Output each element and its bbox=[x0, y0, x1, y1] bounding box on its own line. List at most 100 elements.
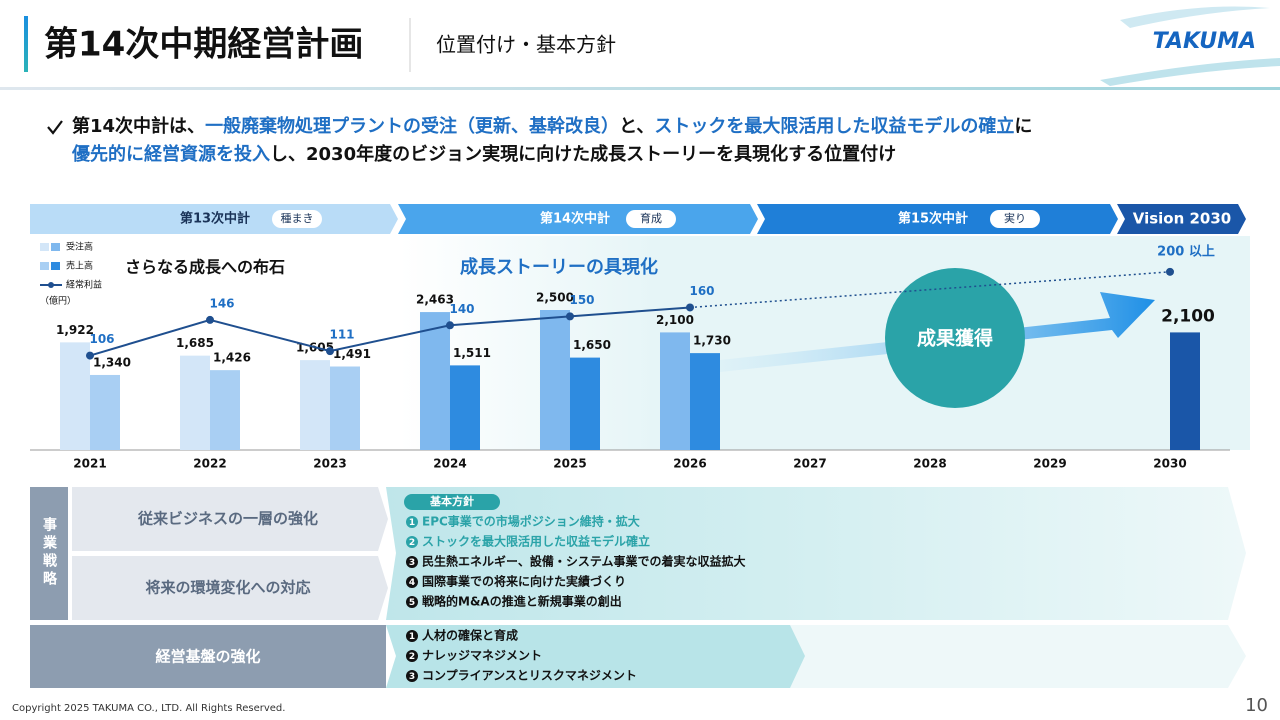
phase-chevron bbox=[1117, 204, 1246, 234]
legend-label: 売上高 bbox=[66, 260, 93, 272]
item-number: 1 bbox=[409, 518, 415, 528]
result-circle bbox=[885, 268, 1025, 408]
item-number-bg bbox=[406, 630, 418, 642]
value-label: 150 bbox=[569, 293, 594, 307]
bar bbox=[450, 365, 480, 450]
item-text: EPC事業での市場ポジション維持・拡大 bbox=[422, 514, 640, 529]
item-text: ナレッジマネジメント bbox=[422, 649, 542, 663]
x-tick-label: 2027 bbox=[793, 457, 826, 471]
item-number-bg bbox=[406, 536, 418, 548]
x-tick-label: 2029 bbox=[1033, 457, 1066, 471]
value-label: 160 bbox=[689, 284, 714, 298]
item-number: 3 bbox=[409, 558, 415, 568]
value-label: 111 bbox=[329, 328, 354, 342]
line-point bbox=[206, 315, 214, 324]
value-label: 2,500 bbox=[536, 291, 574, 305]
legend-label: 受注高 bbox=[66, 241, 93, 253]
legend-swatch bbox=[48, 282, 54, 288]
value-label: 1,340 bbox=[93, 355, 131, 369]
line bbox=[89, 306, 691, 357]
x-tick-label: 2021 bbox=[73, 457, 106, 471]
line-point bbox=[446, 321, 454, 330]
item-text: コンプライアンスとリスクマネジメント bbox=[422, 668, 637, 683]
x-tick-label: 2028 bbox=[913, 457, 946, 471]
x-tick-label: 2026 bbox=[673, 457, 706, 471]
item-number-bg bbox=[406, 596, 418, 608]
lead-highlight: ストックを最大限活用した収益モデルの確立 bbox=[654, 115, 1014, 137]
item-number: 2 bbox=[409, 538, 415, 548]
lead-highlight: 一般廃棄物処理プラントの受注（更新、基幹改良） bbox=[205, 115, 619, 137]
bar bbox=[330, 366, 360, 450]
line-connector bbox=[689, 271, 1171, 309]
annotation: 成長ストーリーの具現化 bbox=[460, 256, 658, 278]
item-number: 1 bbox=[409, 632, 415, 642]
foundation-label-bg bbox=[30, 625, 386, 688]
item-text: 戦略的M&Aの推進と新規事業の創出 bbox=[422, 594, 622, 609]
item-text: 国際事業での将来に向けた実績づくり bbox=[422, 574, 626, 589]
growth-arrow bbox=[720, 292, 1155, 372]
subtitle: 位置付け・基本方針 bbox=[436, 33, 616, 57]
value-label: 2,100 bbox=[1161, 306, 1215, 326]
line-point bbox=[326, 347, 334, 356]
lead-text: に bbox=[1014, 116, 1032, 137]
strategy-row: 将来の環境変化への対応 bbox=[145, 579, 310, 597]
phase-name: 第13次中計 bbox=[180, 211, 250, 227]
item-number-bg bbox=[406, 650, 418, 662]
value-label: 1,730 bbox=[693, 334, 731, 348]
value-label: 1,650 bbox=[573, 338, 611, 352]
value-label: 1,922 bbox=[56, 323, 94, 337]
lead-line: 第14次中計は、一般廃棄物処理プラントの受注（更新、基幹改良）と、ストックを最大… bbox=[72, 115, 1032, 137]
bar bbox=[1170, 332, 1200, 450]
strategy-label-bg bbox=[30, 487, 68, 620]
foundation-label: 経営基盤の強化 bbox=[155, 648, 260, 666]
policy-bg bbox=[386, 487, 1246, 620]
legend-swatch bbox=[51, 262, 60, 270]
value-label: 1,491 bbox=[333, 347, 371, 361]
page-number: 10 bbox=[1245, 695, 1268, 716]
legend-swatch bbox=[51, 243, 60, 251]
item-number-bg bbox=[406, 556, 418, 568]
bar bbox=[540, 310, 570, 450]
item-number-bg bbox=[406, 516, 418, 528]
strategy-row-bg bbox=[72, 487, 388, 551]
item-number: 2 bbox=[409, 652, 415, 662]
policy-tag-bg bbox=[404, 494, 500, 510]
x-tick-label: 2024 bbox=[433, 457, 466, 471]
legend-swatch bbox=[40, 262, 49, 270]
lead-highlight: 優先的に経営資源を投入 bbox=[71, 143, 270, 165]
bar bbox=[180, 355, 210, 450]
x-tick-label: 2025 bbox=[553, 457, 586, 471]
value-label: 106 bbox=[89, 332, 114, 346]
value-label: 2,100 bbox=[656, 313, 694, 327]
phase-name: 第15次中計 bbox=[898, 211, 968, 227]
foundation-chevron bbox=[386, 625, 805, 688]
bar bbox=[90, 374, 120, 450]
phase-tag: 種まき bbox=[281, 211, 314, 225]
annotation: 成果獲得 bbox=[917, 327, 993, 350]
policy-tag: 基本方針 bbox=[429, 494, 474, 508]
item-number-bg bbox=[406, 670, 418, 682]
strategy-row: 従来ビジネスの一層の強化 bbox=[137, 510, 318, 528]
item-number: 3 bbox=[409, 672, 415, 682]
x-tick-label: 2022 bbox=[193, 457, 226, 471]
bar bbox=[300, 360, 330, 450]
title: 第14次中期経営計画 bbox=[44, 25, 363, 65]
value-label: 200 以上 bbox=[1157, 244, 1215, 259]
swoosh bbox=[1120, 6, 1270, 28]
annotation: さらなる成長への布石 bbox=[125, 258, 285, 277]
lead-text: 第14次中計は、 bbox=[72, 115, 205, 137]
value-label: 1,511 bbox=[453, 346, 491, 360]
logo: TAKUMA bbox=[1153, 29, 1256, 54]
value-label: 146 bbox=[209, 296, 234, 310]
phase-name: 第14次中計 bbox=[540, 211, 610, 227]
line-point bbox=[686, 303, 694, 312]
item-number: 4 bbox=[409, 578, 415, 588]
x-tick-label: 2030 bbox=[1153, 457, 1186, 471]
item-number-bg bbox=[406, 576, 418, 588]
header-line bbox=[0, 87, 1280, 90]
copyright: Copyright 2025 TAKUMA CO., LTD. All Righ… bbox=[12, 703, 285, 714]
bar bbox=[570, 357, 600, 450]
legend-swatch bbox=[40, 243, 49, 251]
phase-tag-bg bbox=[626, 210, 676, 228]
accent-bar bbox=[24, 16, 28, 72]
